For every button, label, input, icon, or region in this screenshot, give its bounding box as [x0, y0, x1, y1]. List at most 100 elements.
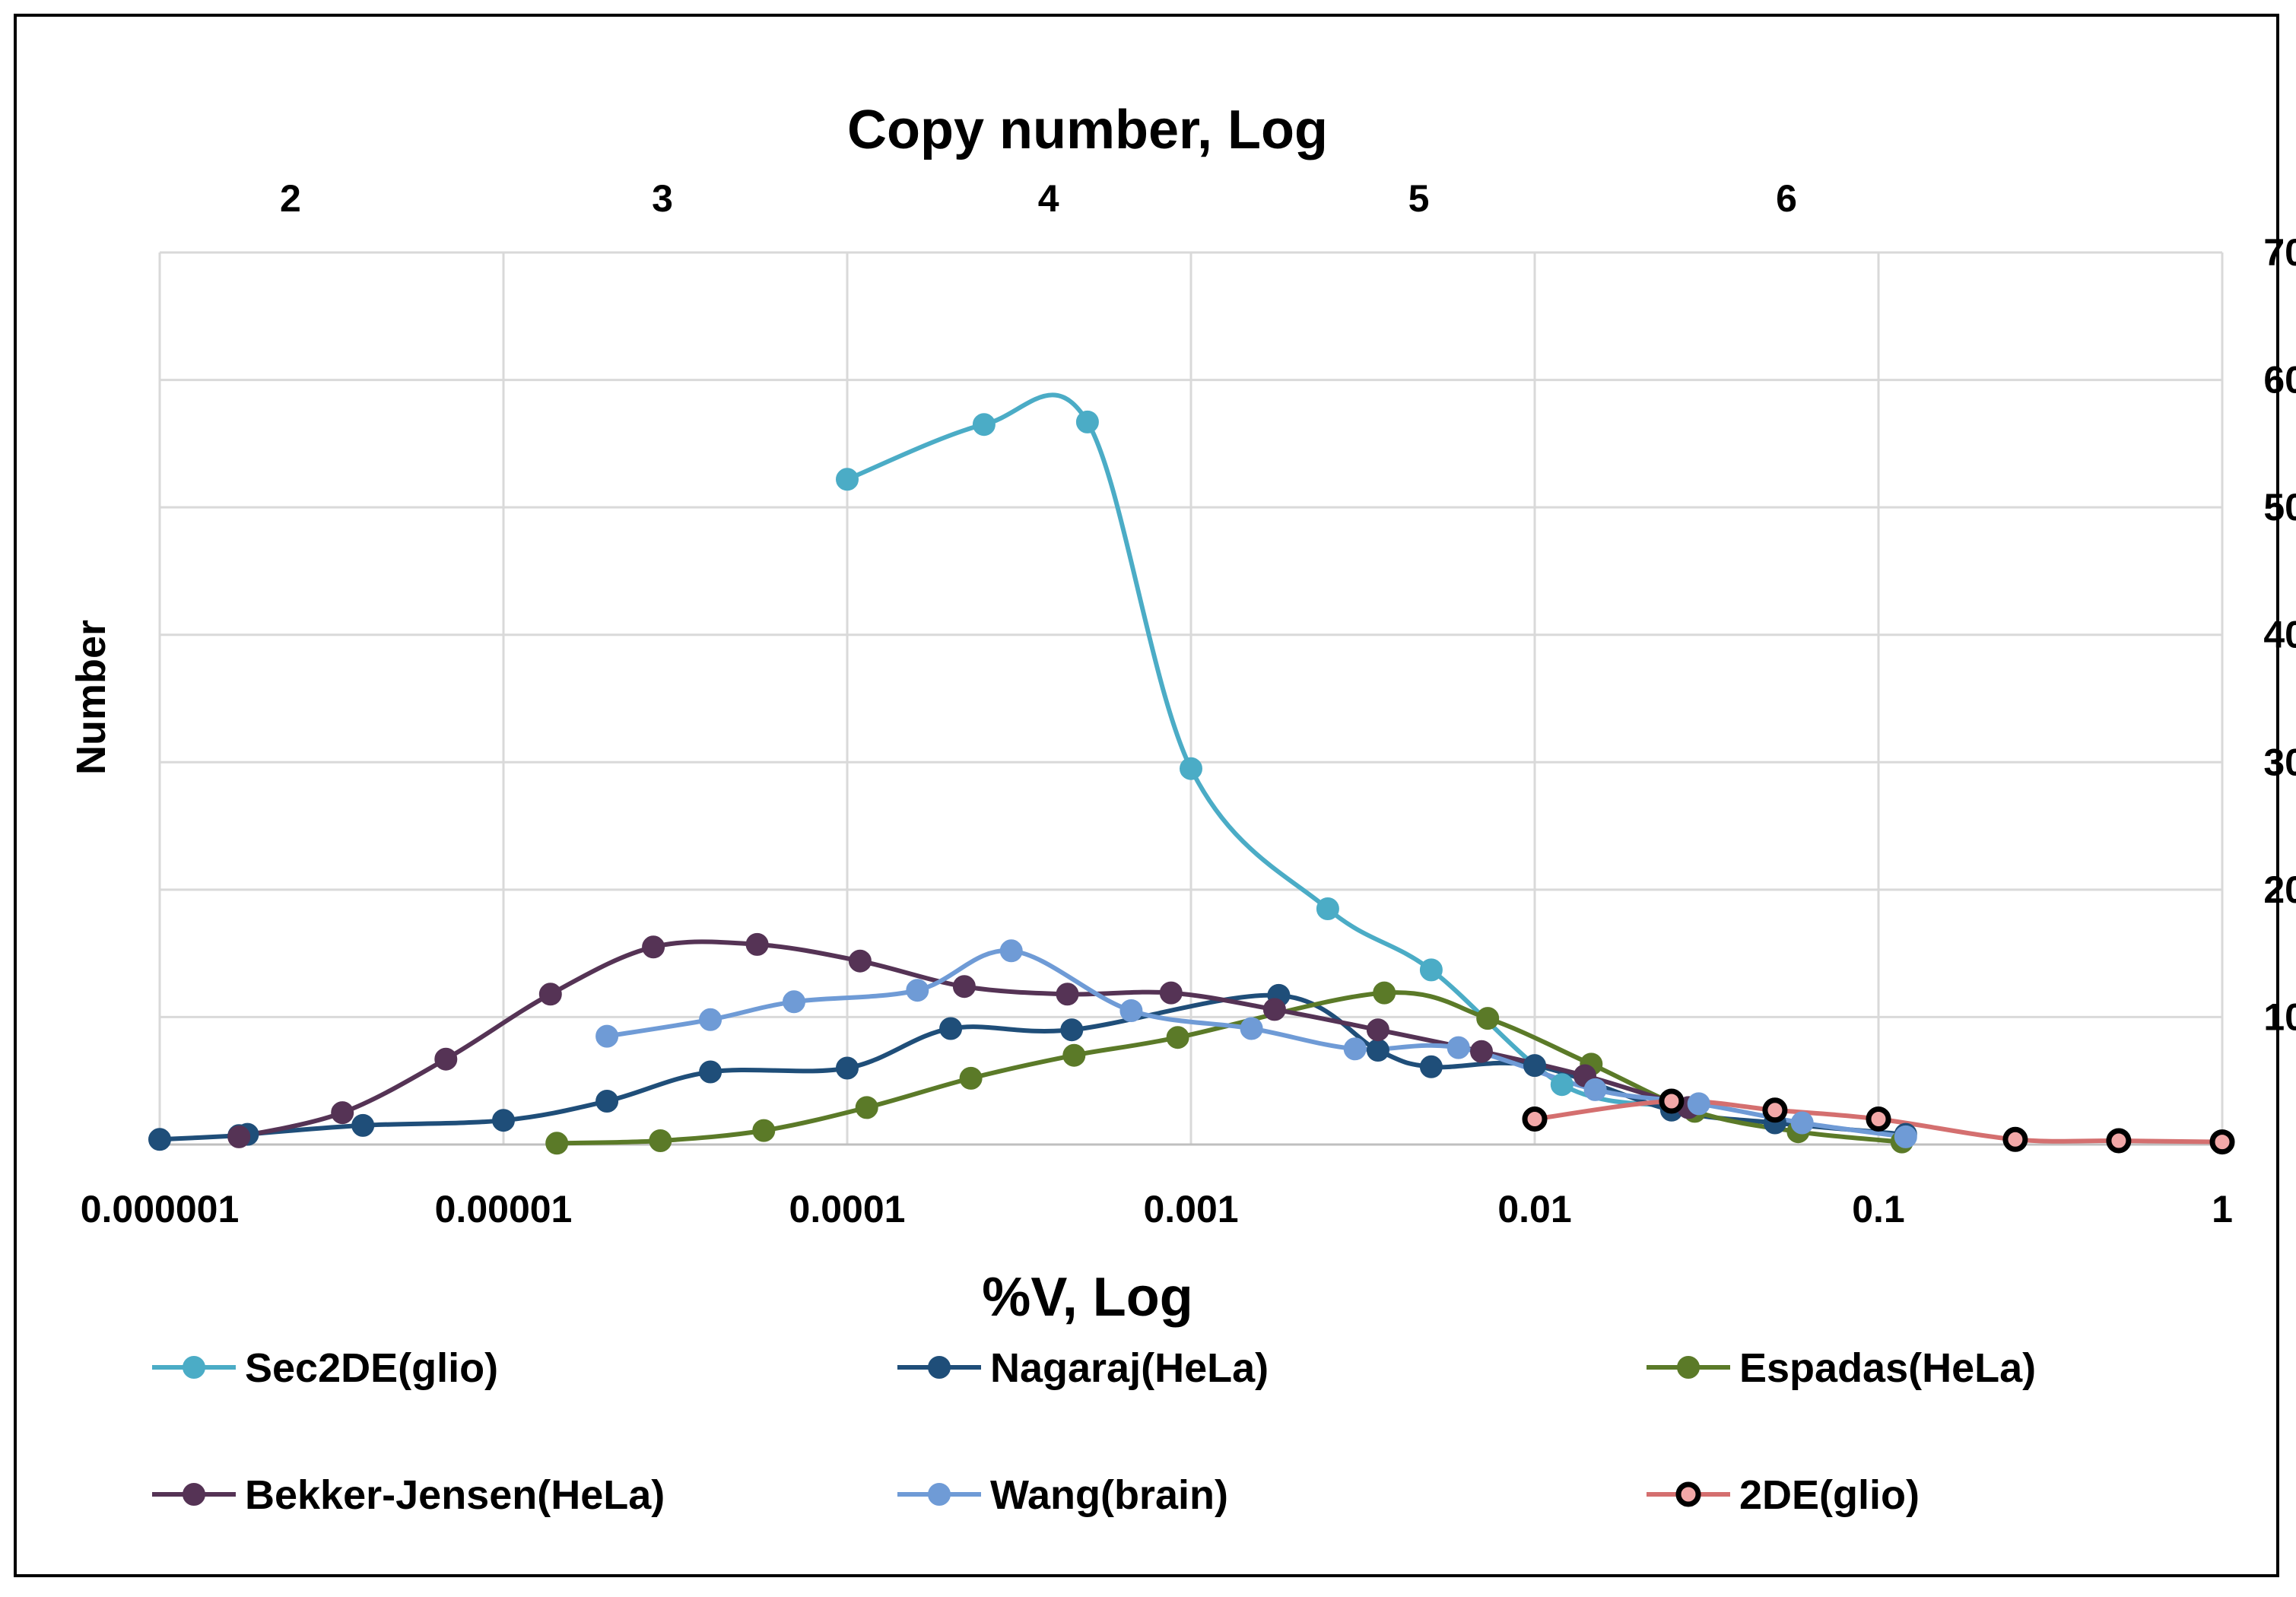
data-point-2de-glio [2002, 1126, 2028, 1152]
x2-tick-label: 2 [280, 177, 301, 220]
data-point-nagaraj-hela [492, 1109, 515, 1132]
data-point-sec2de-glio [1075, 410, 1099, 433]
data-point-wang-brain [906, 979, 929, 1002]
data-point-nagaraj-hela [595, 1090, 619, 1113]
x-tick-label: 0.01 [1497, 1188, 1571, 1230]
legend: Sec2DE(glio) Nagaraj(HeLa) Espadas(HeLa) Be… [152, 1345, 2036, 1518]
series-line-sec2de-glio [846, 392, 1672, 1109]
x2-axis-title: Copy number, Log [847, 100, 1328, 160]
data-point-nagaraj-hela [939, 1017, 963, 1040]
data-point-espadas-hela [959, 1066, 983, 1090]
data-point-wang-brain [1240, 1017, 1263, 1040]
legend-swatch-marker [928, 1356, 951, 1379]
x-axis-title: %V, Log [982, 1267, 1192, 1328]
x-tick-label: 0.000001 [81, 1188, 240, 1230]
chart-border [14, 14, 2279, 1577]
data-point-2de-glio [1866, 1106, 1891, 1132]
legend-swatch-marker [1675, 1481, 1701, 1507]
data-point-wang-brain [1687, 1092, 1710, 1116]
data-point-2de-glio [1659, 1088, 1685, 1114]
legend-item-wang-brain[interactable]: Wang(brain) [897, 1472, 1228, 1518]
data-point-sec2de-glio [1316, 897, 1339, 920]
data-point-espadas-hela [1166, 1026, 1189, 1049]
legend-swatch-marker [183, 1483, 205, 1506]
legend-item-sec2de-glio[interactable]: Sec2DE(glio) [152, 1345, 498, 1391]
x2-tick-label: 4 [1038, 177, 1059, 220]
data-point-espadas-hela [1373, 981, 1396, 1005]
data-point-sec2de-glio [1419, 958, 1443, 982]
data-point-sec2de-glio [1550, 1073, 1574, 1097]
data-point-wang-brain [699, 1008, 722, 1031]
legend-label: Wang(brain) [990, 1472, 1228, 1518]
data-point-wang-brain [1583, 1078, 1607, 1101]
y-tick-label: 4000 [2263, 614, 2296, 656]
data-point-espadas-hela [545, 1132, 569, 1155]
data-point-nagaraj-hela [699, 1060, 722, 1084]
data-point-bekker-jensen-hela [848, 949, 872, 973]
data-point-wang-brain [595, 1024, 619, 1048]
x2-tick-label: 5 [1408, 177, 1430, 220]
data-point-espadas-hela [649, 1129, 672, 1152]
data-point-bekker-jensen-hela [642, 935, 665, 959]
data-point-bekker-jensen-hela [434, 1047, 458, 1071]
x-tick-label: 1 [2212, 1188, 2233, 1230]
x-tick-label: 0.001 [1143, 1188, 1238, 1230]
data-point-wang-brain [1447, 1036, 1470, 1059]
legend-item-espadas-hela[interactable]: Espadas(HeLa) [1647, 1345, 2036, 1391]
data-point-bekker-jensen-hela [227, 1125, 251, 1148]
x-tick-label: 0.1 [1852, 1188, 1905, 1230]
data-point-sec2de-glio [1180, 757, 1202, 780]
data-point-sec2de-glio [972, 413, 996, 437]
x-tick-label: 0.00001 [435, 1188, 573, 1230]
legend-label: Sec2DE(glio) [245, 1345, 498, 1391]
data-point-nagaraj-hela [351, 1113, 375, 1137]
data-point-nagaraj-hela [836, 1056, 859, 1080]
data-point-bekker-jensen-hela [1262, 998, 1286, 1021]
y-tick-label: 7000 [2263, 231, 2296, 274]
data-point-bekker-jensen-hela [538, 983, 562, 1006]
legend-item-bekker-jensen-hela[interactable]: Bekker-Jensen(HeLa) [152, 1472, 665, 1518]
data-point-bekker-jensen-hela [1470, 1040, 1493, 1063]
data-point-nagaraj-hela [148, 1128, 171, 1151]
legend-label: 2DE(glio) [1739, 1472, 1920, 1518]
data-point-bekker-jensen-hela [1056, 983, 1079, 1006]
x-tick-label: 0.0001 [789, 1188, 906, 1230]
data-point-bekker-jensen-hela [952, 975, 976, 999]
data-point-espadas-hela [855, 1096, 878, 1119]
data-point-wang-brain [1119, 999, 1143, 1022]
y-tick-label: 5000 [2263, 486, 2296, 529]
data-point-wang-brain [1894, 1125, 1917, 1148]
series-markers [148, 410, 2235, 1155]
data-point-sec2de-glio [836, 468, 859, 491]
data-point-bekker-jensen-hela [1366, 1018, 1389, 1042]
legend-label: Nagaraj(HeLa) [990, 1345, 1269, 1391]
data-point-wang-brain [783, 990, 805, 1014]
y-tick-label: 6000 [2263, 359, 2296, 402]
legend-label: Bekker-Jensen(HeLa) [245, 1472, 665, 1518]
axis-labels: Copy number, Log %V, Log Number [68, 100, 1328, 1328]
legend-swatch-marker [1677, 1356, 1700, 1379]
y-tick-label: 1000 [2263, 995, 2296, 1038]
data-point-wang-brain [1790, 1111, 1814, 1135]
data-point-espadas-hela [752, 1119, 776, 1142]
data-point-2de-glio [2209, 1129, 2235, 1155]
data-point-wang-brain [1343, 1037, 1367, 1061]
y-tick-label: 2000 [2263, 868, 2296, 911]
y-axis-title: Number [68, 620, 114, 775]
y-tick-label: 3000 [2263, 741, 2296, 783]
data-point-bekker-jensen-hela [1159, 981, 1183, 1005]
data-point-nagaraj-hela [1366, 1039, 1389, 1062]
x2-tick-label: 3 [652, 177, 673, 220]
x2-tick-label: 6 [1776, 177, 1797, 220]
data-point-2de-glio [2106, 1128, 2132, 1154]
axes: 010002000300040005000600070000.0000010.0… [81, 177, 2296, 1230]
legend-swatch-marker [183, 1356, 205, 1379]
data-point-wang-brain [999, 939, 1023, 963]
data-point-2de-glio [1522, 1106, 1548, 1132]
data-point-nagaraj-hela [1523, 1054, 1546, 1078]
legend-item-nagaraj-hela[interactable]: Nagaraj(HeLa) [897, 1345, 1269, 1391]
legend-item-2de-glio[interactable]: 2DE(glio) [1647, 1472, 1920, 1518]
data-point-bekker-jensen-hela [745, 932, 769, 956]
